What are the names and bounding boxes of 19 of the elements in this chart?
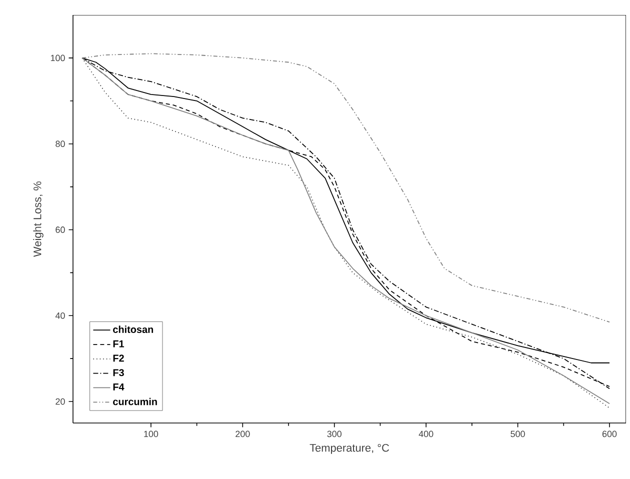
x-tick-label: 200 <box>236 430 250 438</box>
x-tick-label: 400 <box>418 430 434 438</box>
y-tick-label: 20 <box>56 398 65 405</box>
y-tick-label: 40 <box>55 312 65 319</box>
x-axis-title: Temperature, °C <box>310 444 390 454</box>
legend-label: F2 <box>113 354 124 362</box>
x-tick-label: 300 <box>327 430 342 438</box>
legend-label: chitosan <box>113 326 154 333</box>
y-axis-title: Weight Loss, % <box>33 181 44 257</box>
legend-label: F3 <box>113 369 124 376</box>
x-tick-label: 500 <box>510 430 525 438</box>
y-tick-label: 60 <box>56 226 65 233</box>
legend-label: F4 <box>113 384 124 390</box>
x-tick-label: 600 <box>602 430 617 438</box>
x-tick-label: 100 <box>144 430 158 438</box>
y-tick-label: 80 <box>56 140 65 148</box>
legend-label: curcumin <box>113 398 157 406</box>
legend-label: F1 <box>113 340 124 348</box>
y-tick-label: 100 <box>50 54 65 62</box>
